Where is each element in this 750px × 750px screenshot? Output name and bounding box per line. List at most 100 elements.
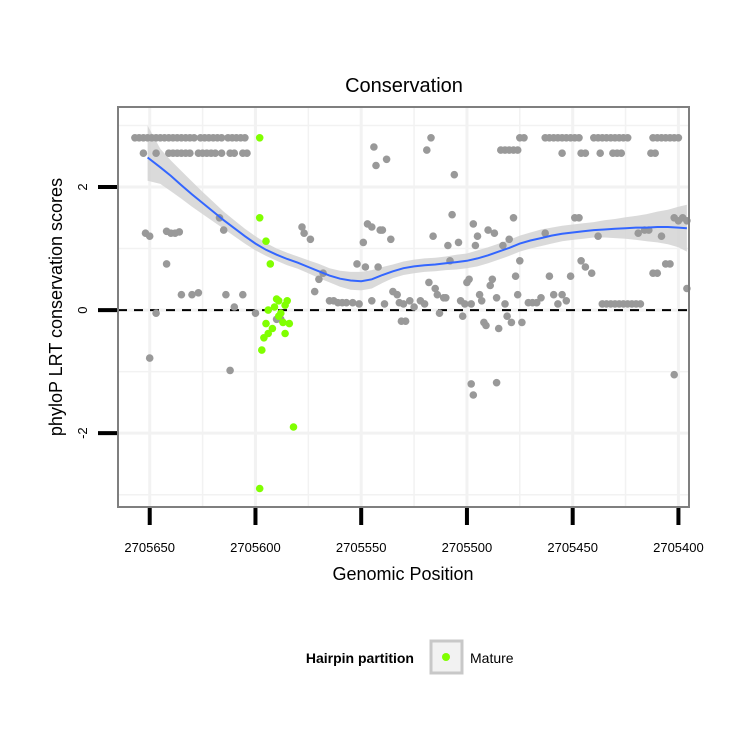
data-point [475,290,484,299]
data-point [581,149,590,157]
y-axis: -2 0 2 [75,183,117,439]
data-point [473,232,482,240]
data-point [420,300,429,308]
data-point [467,380,476,388]
data-point [139,149,148,157]
data-point [558,149,566,157]
data-point [188,290,196,299]
data-point [306,235,315,244]
data-point [513,146,522,154]
panel-border [117,106,690,508]
data-point [300,229,308,237]
data-point [469,220,478,228]
mature-data-point [255,214,264,222]
x-tick-label: 2705550 [336,540,387,555]
data-point [368,297,376,305]
data-point [471,241,480,250]
data-point [427,134,435,142]
x-tick-label: 2705450 [547,540,598,555]
mature-data-point [274,297,283,305]
mature-data-point [268,324,277,333]
data-point [425,278,433,287]
data-point [372,161,380,170]
data-point [518,318,526,327]
data-point [484,226,492,234]
data-point [541,229,549,237]
data-point [429,232,437,240]
data-point [458,312,467,321]
data-point [623,134,632,142]
data-point [393,290,402,299]
data-point [442,294,450,302]
data-point [378,226,387,234]
data-point [634,229,642,237]
data-point [596,149,604,157]
data-point [482,321,490,330]
data-point [222,290,230,299]
data-point [532,298,541,307]
data-point [520,134,528,142]
data-point [545,272,554,281]
data-point [370,143,378,151]
legend-label-mature: Mature [470,650,514,666]
mature-data-point [274,312,283,321]
data-point [230,149,239,157]
data-point [145,354,154,362]
data-point [217,134,226,142]
mature-data-point [258,346,266,354]
data-point [454,238,463,247]
legend-key-point [442,653,450,661]
y-tick-label: 0 [75,306,90,313]
data-point [348,298,357,307]
mature-data-point [266,260,275,268]
plot-panel [117,106,691,508]
data-point [537,294,545,302]
x-tick-label: 2705500 [442,540,493,555]
data-point [492,378,501,387]
data-point [554,300,562,308]
smooth-line [146,156,687,283]
data-point [562,297,571,305]
mature-data-point [285,319,294,328]
data-point [499,241,507,250]
data-point [310,287,319,296]
data-point [435,309,444,318]
data-point [549,290,558,299]
mature-data-point [270,303,279,311]
data-point [469,391,478,399]
data-point [423,146,431,154]
data-point [397,317,406,326]
data-point [444,241,452,250]
data-point [152,309,160,318]
data-point [670,370,678,379]
data-point [511,272,520,281]
x-tick-label: 2705400 [653,540,704,555]
data-point [507,318,516,327]
data-point [617,149,626,157]
data-point [575,214,583,222]
data-point [353,260,361,268]
x-tick-label: 2705600 [230,540,281,555]
y-axis-label: phyloP LRT conservation scores [46,178,66,436]
data-point [145,232,154,240]
data-point [226,366,234,375]
mature-data-point [281,329,289,338]
data-point [175,228,184,236]
data-point [653,269,662,278]
data-point [186,149,194,157]
mature-data-point [262,319,270,328]
mature-points [255,134,298,493]
data-point [503,312,511,321]
mature-data-point [255,484,264,493]
data-point [374,263,382,271]
data-point [492,294,501,302]
data-point [448,210,456,219]
data-point [477,297,486,305]
data-point [636,300,645,308]
data-point [410,303,418,311]
data-point [251,309,260,318]
data-point [399,300,408,308]
data-point [575,134,583,142]
data-point [243,149,251,157]
